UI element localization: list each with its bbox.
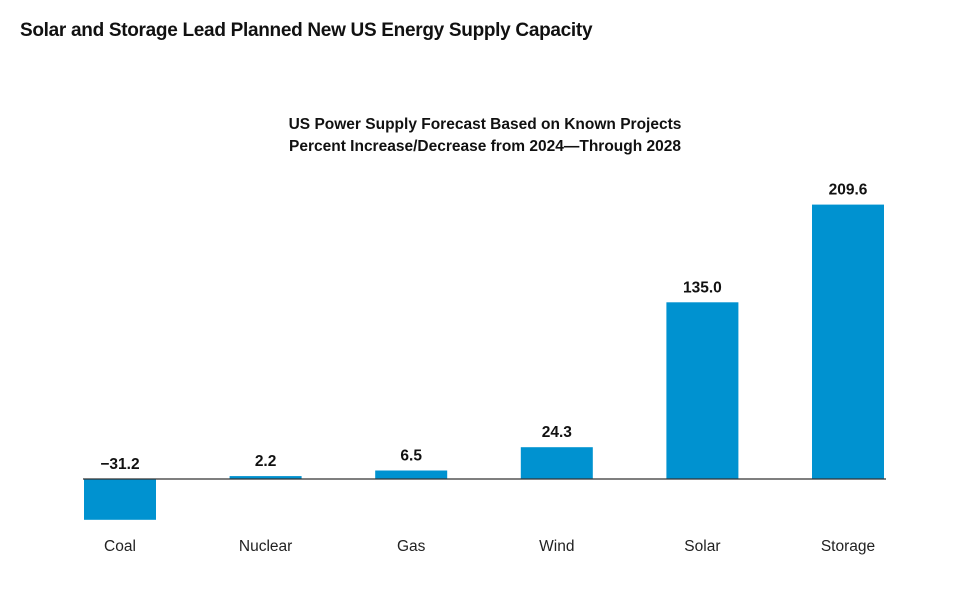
data-label-coal: −31.2 bbox=[100, 456, 139, 473]
chart-title: US Power Supply Forecast Based on Known … bbox=[288, 116, 682, 133]
data-label-storage: 209.6 bbox=[829, 182, 868, 199]
data-label-solar: 135.0 bbox=[683, 279, 722, 296]
data-label-nuclear: 2.2 bbox=[255, 453, 277, 470]
x-tick-label-solar: Solar bbox=[684, 538, 720, 555]
bar-gas bbox=[375, 470, 448, 479]
x-tick-label-gas: Gas bbox=[397, 538, 426, 555]
chart-titles: US Power Supply Forecast Based on Known … bbox=[0, 114, 956, 158]
x-tick-label-coal: Coal bbox=[104, 538, 136, 555]
data-label-wind: 24.3 bbox=[542, 424, 573, 441]
chart-subtitle: Percent Increase/Decrease from 2024—Thro… bbox=[289, 138, 681, 155]
data-label-gas: 6.5 bbox=[400, 448, 422, 465]
page-title: Solar and Storage Lead Planned New US En… bbox=[20, 20, 593, 41]
x-tick-label-wind: Wind bbox=[539, 538, 574, 555]
x-tick-label-nuclear: Nuclear bbox=[239, 538, 292, 555]
bar-storage bbox=[812, 204, 884, 479]
bar-nuclear bbox=[229, 476, 302, 479]
bar-wind bbox=[520, 447, 593, 479]
bar-solar bbox=[666, 302, 739, 479]
x-tick-label-storage: Storage bbox=[821, 538, 875, 555]
bar-coal bbox=[84, 479, 156, 520]
